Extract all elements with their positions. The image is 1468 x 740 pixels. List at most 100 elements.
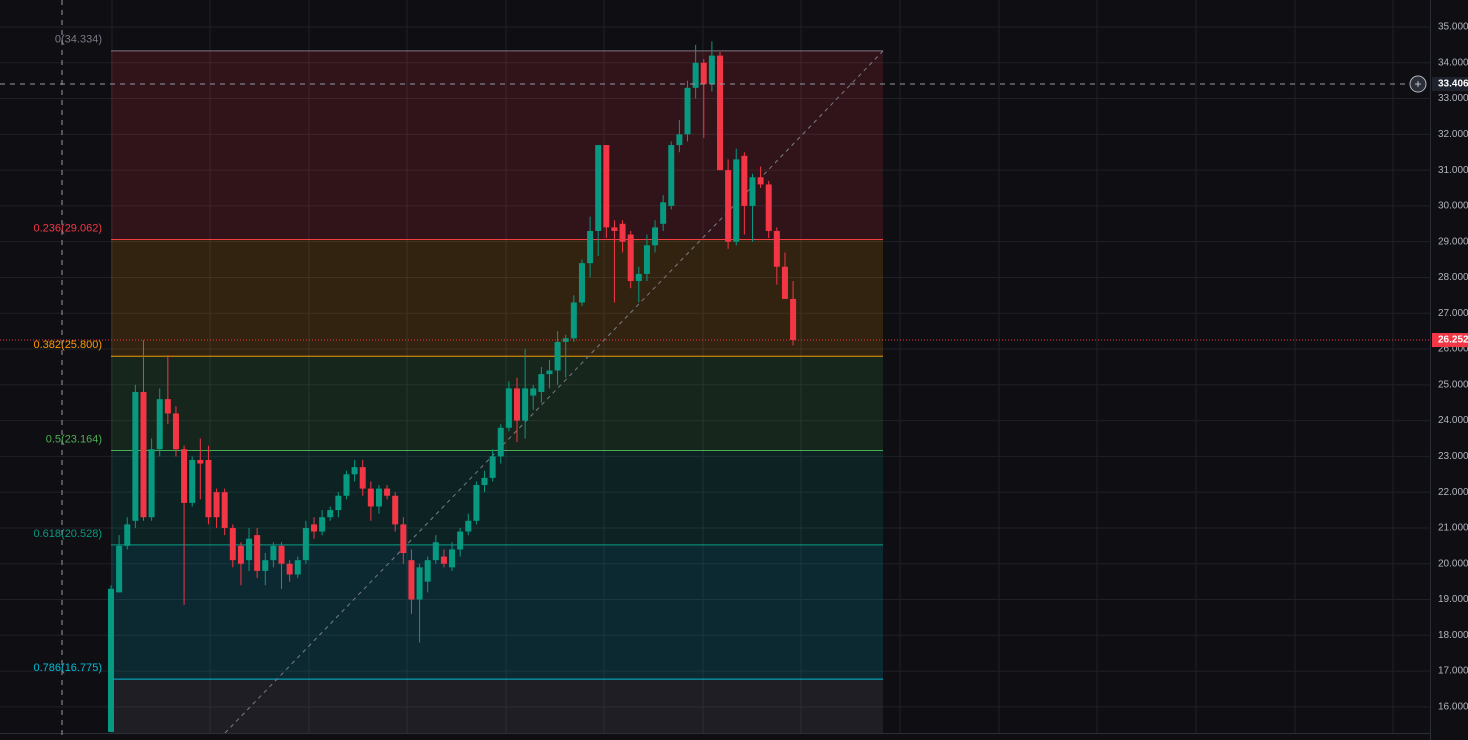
candle-body [197, 459, 204, 464]
candle-body [116, 545, 123, 593]
candle-body [221, 492, 228, 528]
candle-body [424, 560, 431, 582]
candle-body [676, 134, 683, 146]
candle-body [286, 563, 293, 575]
y-tick-label: 27.000 [1438, 308, 1468, 319]
candle-body [319, 517, 326, 532]
candle-body [164, 399, 171, 414]
candle-body [473, 485, 480, 521]
candle-body [749, 177, 756, 206]
candle-body [725, 170, 732, 242]
fib-level-label: 0.382(25.800) [34, 339, 103, 351]
candle-body [449, 549, 456, 568]
candle-body [700, 62, 707, 85]
crosshair-price-label: 33.406 [1438, 79, 1468, 90]
candle-body [790, 298, 797, 341]
grid [0, 0, 1430, 733]
candle-body [635, 273, 642, 282]
candle-body [757, 177, 764, 185]
fib-level-label: 0.786(16.775) [34, 662, 103, 674]
candle-body [359, 467, 366, 489]
y-tick-label: 35.000 [1438, 22, 1468, 33]
y-tick-label: 16.000 [1438, 702, 1468, 713]
candle-body [578, 263, 585, 303]
candle-body [692, 62, 699, 88]
fib-zone [111, 450, 883, 545]
candle-body [603, 145, 610, 228]
fib-zone [111, 239, 883, 357]
y-tick-label: 30.000 [1438, 201, 1468, 212]
candle-body [262, 560, 269, 571]
y-tick-label: 25.000 [1438, 379, 1468, 390]
y-tick-label: 24.000 [1438, 415, 1468, 426]
fib-zone [111, 544, 883, 680]
fib-level-label: 0.618(20.528) [34, 528, 103, 540]
crosshair-badge [1432, 77, 1468, 92]
candle-body [237, 545, 244, 564]
candle-body [375, 488, 382, 507]
candle-body [643, 245, 650, 274]
candle-body [327, 510, 334, 518]
candle-body [619, 223, 626, 242]
candle-body [668, 145, 675, 206]
candle-body [140, 391, 147, 518]
candle-body [205, 459, 212, 518]
add-alert-button[interactable] [1409, 75, 1427, 93]
candle-body [343, 474, 350, 496]
candle-body [717, 55, 723, 171]
y-tick-label: 26.000 [1438, 344, 1468, 355]
candle-body [627, 234, 634, 282]
candle-body [587, 230, 594, 264]
candle-body [684, 87, 691, 135]
candle-body [229, 527, 236, 561]
candle-body [570, 302, 577, 339]
candle-body [213, 492, 220, 518]
candle-body [408, 560, 415, 600]
y-tick-label: 20.000 [1438, 558, 1468, 569]
candle-body [278, 545, 285, 564]
candle-body [765, 184, 772, 231]
fib-level-label: 0(34.334) [55, 34, 102, 46]
candle-body [246, 538, 253, 561]
candle-body [457, 531, 464, 550]
candle-body [514, 388, 520, 421]
overlays: 26.252 + 33.406 [0, 75, 1468, 348]
add-alert-icon: + [1414, 77, 1421, 91]
candle-body [505, 388, 512, 428]
candle-body [351, 467, 358, 475]
y-tick-label: 19.000 [1438, 594, 1468, 605]
trend-line [224, 50, 884, 734]
candle-body [465, 520, 472, 532]
candle-body [773, 230, 780, 267]
fib-zone [111, 356, 883, 451]
y-tick-label: 21.000 [1438, 523, 1468, 534]
candle-body [416, 567, 423, 600]
candle-body [254, 535, 261, 571]
candle-body [733, 159, 740, 242]
candle-body [108, 588, 114, 732]
candle-body [708, 55, 715, 85]
y-tick-label: 17.000 [1438, 666, 1468, 677]
candle-body [522, 388, 529, 421]
candle-body [132, 391, 139, 521]
candles [108, 41, 797, 732]
candle-body [554, 341, 561, 371]
candle-body [367, 488, 374, 507]
fib-zone [111, 50, 883, 240]
y-tick-label: 32.000 [1438, 129, 1468, 140]
candle-body [489, 456, 496, 478]
price-axis [1430, 0, 1468, 740]
y-tick-label: 31.000 [1438, 165, 1468, 176]
candle-body [611, 227, 618, 231]
fib-retracement: 0(34.334) 0.236(29.062) 0.382(25.800) 0.5(2… [34, 34, 883, 733]
y-tick-label: 28.000 [1438, 272, 1468, 283]
y-tick-label: 18.000 [1438, 630, 1468, 641]
candle-body [595, 145, 602, 231]
candle-body [181, 449, 188, 503]
y-tick-label: 33.000 [1438, 93, 1468, 104]
last-price-label: 26.252 [1438, 335, 1468, 346]
y-tick-label: 23.000 [1438, 451, 1468, 462]
candle-body [400, 524, 407, 554]
